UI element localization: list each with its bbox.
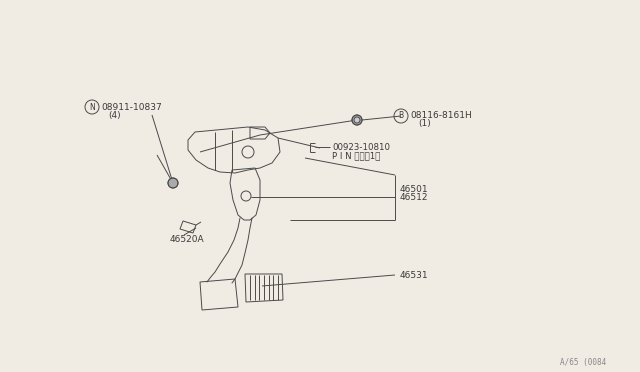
Circle shape — [354, 117, 360, 123]
Circle shape — [168, 178, 178, 188]
Text: 00923-10810: 00923-10810 — [332, 143, 390, 152]
Circle shape — [352, 115, 362, 125]
Text: 46512: 46512 — [400, 193, 429, 202]
Text: 46531: 46531 — [400, 271, 429, 280]
Text: (1): (1) — [418, 119, 431, 128]
Text: 08116-8161H: 08116-8161H — [410, 111, 472, 120]
Text: (4): (4) — [108, 111, 120, 120]
Text: 08911-10837: 08911-10837 — [101, 103, 162, 112]
Text: P I N ピン（1）: P I N ピン（1） — [332, 151, 380, 160]
Text: 46520A: 46520A — [170, 235, 205, 244]
Text: 46501: 46501 — [400, 185, 429, 194]
Text: N: N — [89, 103, 95, 112]
Text: A/65 (0084: A/65 (0084 — [560, 358, 606, 367]
Text: B: B — [399, 112, 404, 121]
